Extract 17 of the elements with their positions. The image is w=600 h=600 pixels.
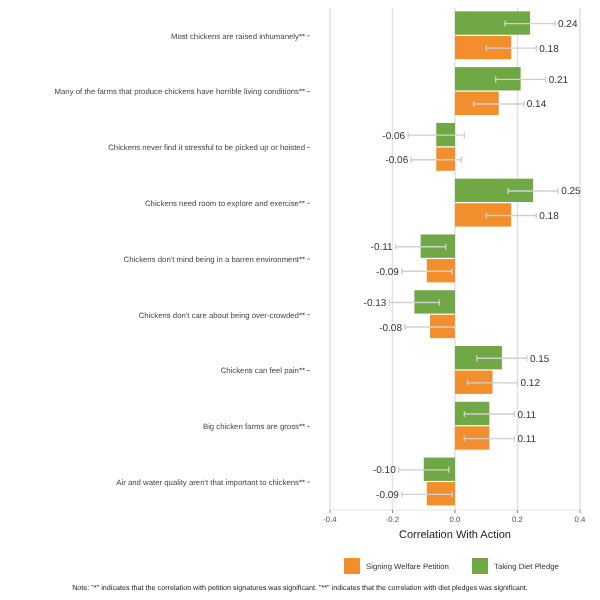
bar (423, 457, 455, 481)
bar (455, 67, 521, 91)
bar (455, 11, 530, 35)
bar (426, 259, 455, 283)
bar (420, 234, 455, 258)
bar (455, 35, 512, 60)
bar (455, 426, 490, 450)
bar (455, 370, 493, 394)
bar (455, 401, 490, 426)
bar (436, 122, 455, 147)
bar (455, 178, 534, 203)
bar (414, 290, 455, 314)
bar (455, 346, 502, 370)
bar (436, 147, 455, 171)
bar (426, 482, 455, 506)
bar (455, 91, 499, 116)
bar (455, 203, 512, 227)
